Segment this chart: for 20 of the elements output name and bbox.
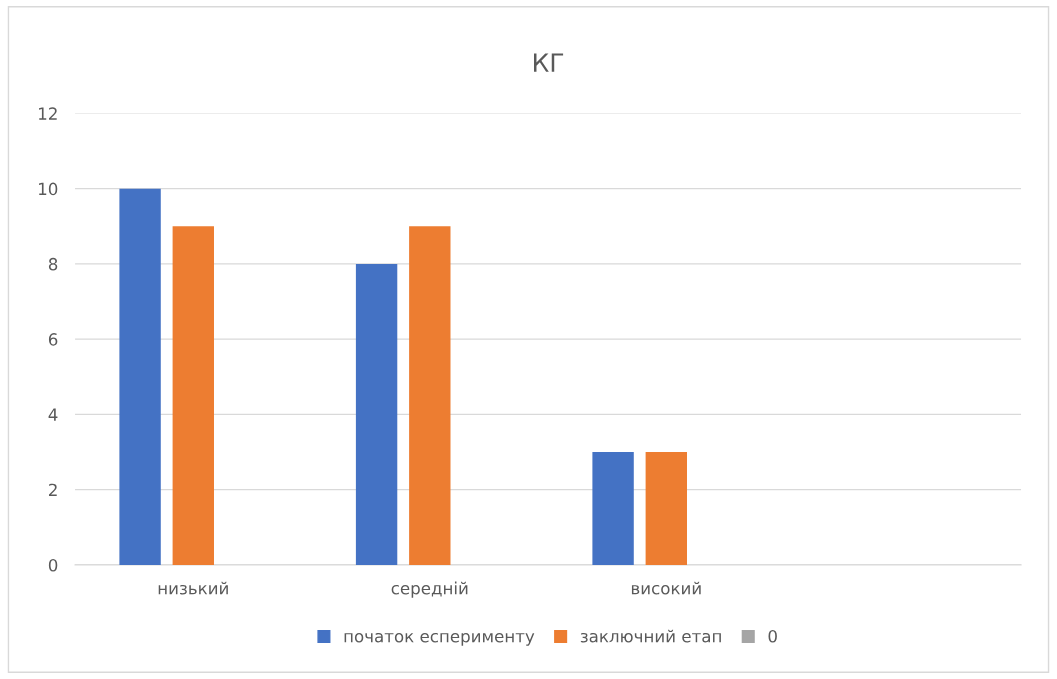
legend-label: заключний етап [580,629,721,643]
bar [592,452,634,565]
y-tick-label: 6 [48,333,58,346]
y-tick-label: 10 [39,182,58,196]
y-tick-label: 0 [48,558,58,572]
legend-label: початок есперименту [344,632,535,646]
y-tick-label: 2 [49,483,57,496]
bar [119,188,161,565]
y-tick-label: 8 [48,257,58,271]
x-tick-label: низький [158,581,228,595]
y-tick-label: 12 [39,107,57,120]
bar [172,226,214,565]
x-tick-label: середній [391,581,468,598]
chart-title: КГ [534,53,564,72]
bar [645,452,687,565]
bar [355,263,398,565]
legend-label: 0 [768,629,777,643]
bar [409,226,451,565]
x-tick-label: високий [631,581,701,595]
y-tick-label: 4 [48,408,58,421]
